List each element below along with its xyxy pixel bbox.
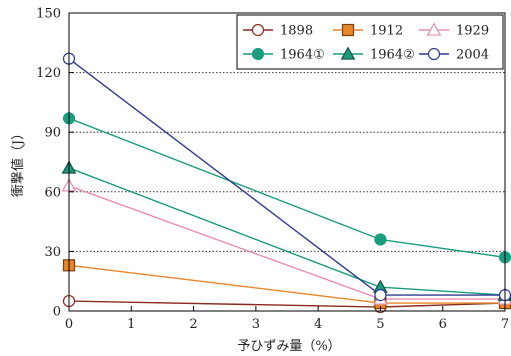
- x-tick-label-2: 2: [189, 317, 197, 332]
- legend-box: [236, 14, 504, 70]
- legend: 1898 1912 1929 1964① 1964② 2004: [236, 14, 504, 70]
- y-tick-label-4: 120: [36, 66, 61, 81]
- legend-marker-5: [427, 47, 441, 61]
- x-tick-label-5: 5: [376, 317, 384, 332]
- legend-marker-4: [340, 46, 356, 60]
- legend-marker-1: [341, 23, 355, 37]
- legend-label-2: 1929: [456, 24, 489, 39]
- y-axis-label: 衝撃値（J）: [10, 127, 26, 197]
- data-point-5-1: [374, 289, 387, 302]
- x-tick-label-3: 3: [252, 317, 260, 332]
- series-line-3: [68, 117, 506, 259]
- x-axis-ticks: 0 1 2 3 4 5 6 7: [65, 306, 509, 332]
- legend-label-4: 1964②: [370, 48, 415, 63]
- series-line-0: [68, 300, 506, 308]
- legend-marker-2: [426, 22, 442, 36]
- y-tick-label-5: 150: [36, 7, 61, 22]
- plot-frame: [68, 12, 506, 312]
- series-markers: [61, 52, 511, 314]
- x-axis-label: 予ひずみ量（%）: [237, 339, 340, 354]
- legend-label-1: 1912: [370, 24, 403, 39]
- x-tick-label-6: 6: [439, 317, 447, 332]
- y-tick-label-3: 90: [44, 126, 61, 141]
- x-tick-label-4: 4: [314, 317, 322, 332]
- series-line-1: [68, 264, 505, 304]
- series-line-4: [68, 167, 506, 296]
- x-tick-label-0: 0: [65, 317, 73, 332]
- legend-label-0: 1898: [280, 24, 313, 39]
- legend-label-3: 1964①: [280, 48, 325, 63]
- x-tick-label-7: 7: [501, 317, 509, 332]
- y-tick-label-1: 30: [44, 245, 61, 260]
- y-axis-ticks: 0 30 60 90 120 150: [36, 7, 74, 320]
- y-tick-label-0: 0: [53, 305, 61, 320]
- series-line-5: [68, 58, 505, 296]
- series-lines: [68, 58, 506, 308]
- legend-label-5: 2004: [456, 48, 489, 63]
- data-point-3-1: [374, 233, 387, 246]
- legend-marker-3: [251, 47, 265, 61]
- x-tick-label-1: 1: [127, 317, 135, 332]
- legend-marker-0: [251, 23, 265, 37]
- y-tick-label-2: 60: [44, 185, 61, 200]
